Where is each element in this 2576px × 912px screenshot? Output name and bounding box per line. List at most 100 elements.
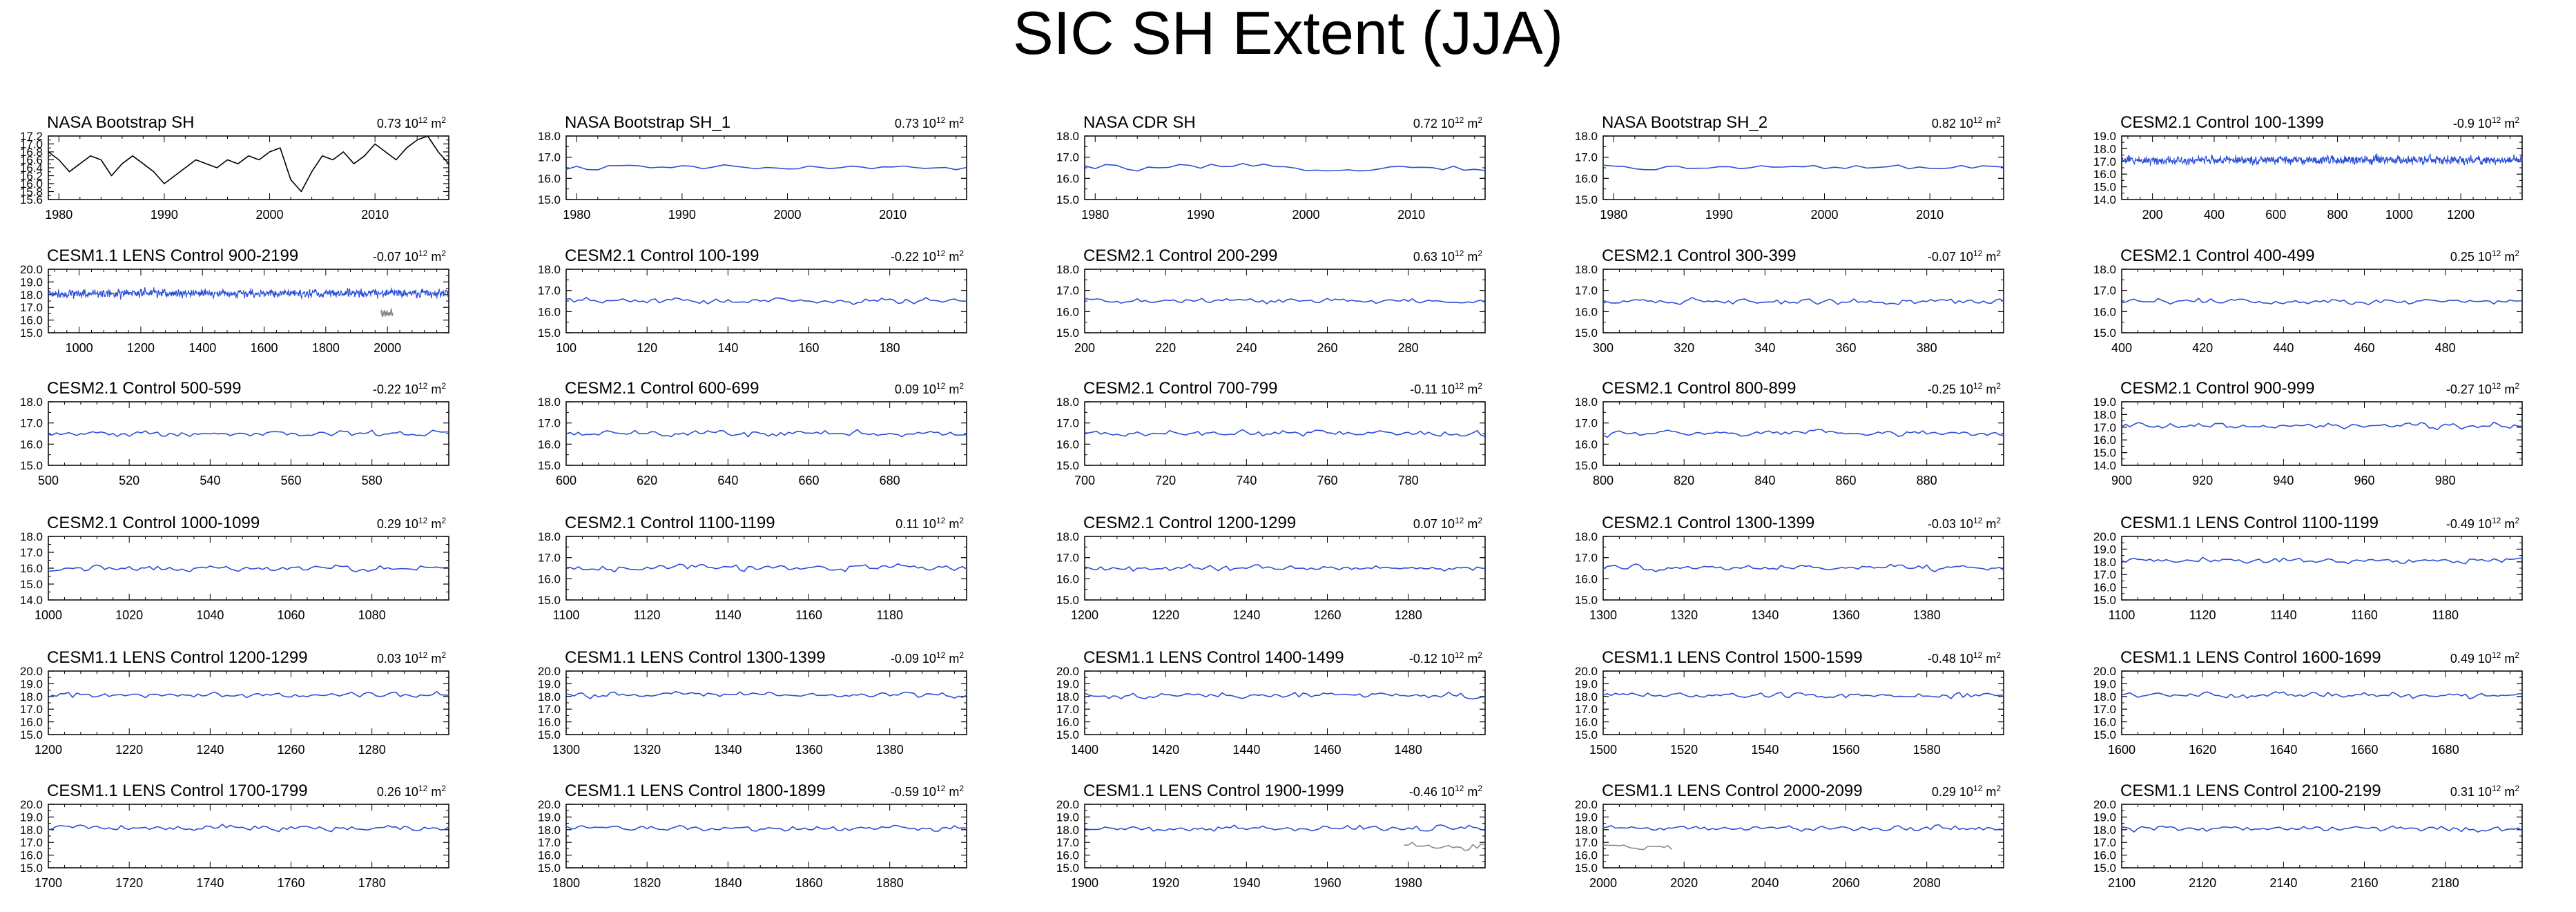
series-line [1602, 297, 2004, 305]
y-tick-label: 15.0 [20, 327, 43, 340]
panel-2: NASA Bootstrap SH_1 0.73 1012 m2 18.0 17.0 1… [538, 113, 967, 222]
trend-label: -0.48 1012 m2 [1928, 650, 2001, 666]
x-tick-label: 2100 [2108, 876, 2136, 890]
y-tick-label: 15.0 [2093, 862, 2116, 875]
plot-frame [1602, 401, 2004, 466]
x-tick-label: 1140 [715, 608, 742, 622]
x-tick-label: 1220 [1152, 608, 1179, 622]
y-tick-label: 20.0 [2093, 530, 2116, 543]
x-tick-label: 1700 [35, 876, 62, 890]
y-tick-label: 18.0 [2093, 556, 2116, 569]
y-tick-label: 17.0 [20, 703, 43, 716]
y-tick-label: 18.0 [2093, 263, 2116, 276]
y-tick-label: 17.0 [538, 836, 561, 849]
y-tick-label: 17.0 [1575, 703, 1598, 716]
y-tick-label: 15.0 [20, 862, 43, 875]
y-tick-label: 16.0 [20, 716, 43, 729]
panel-25: CESM1.1 LENS Control 1600-1699 0.49 1012 … [2093, 648, 2523, 757]
panel-title: NASA Bootstrap SH [47, 113, 194, 132]
x-tick-label: 940 [2273, 474, 2294, 487]
y-tick-label: 19.0 [2093, 811, 2116, 824]
x-tick-label: 1980 [1395, 876, 1422, 890]
x-tick-label: 2000 [774, 208, 802, 222]
x-tick-label: 1460 [1313, 743, 1341, 757]
y-tick-label: 15.6 [20, 193, 43, 206]
panel-title: CESM1.1 LENS Control 1500-1599 [1602, 648, 1863, 667]
series-line [380, 308, 394, 318]
y-tick-label: 16.2 [20, 170, 43, 183]
y-tick-label: 17.0 [2093, 421, 2116, 434]
plot-frame [565, 804, 967, 869]
y-tick-label: 18.0 [20, 824, 43, 837]
x-tick-label: 1400 [188, 341, 216, 355]
y-tick-label: 17.2 [20, 130, 43, 143]
y-tick-label: 20.0 [1575, 665, 1598, 678]
x-tick-label: 1920 [1152, 876, 1179, 890]
x-tick-label: 1600 [251, 341, 278, 355]
x-tick-label: 900 [2111, 474, 2132, 487]
y-tick-label: 16.0 [1575, 572, 1598, 585]
x-tick-label: 1990 [1705, 208, 1733, 222]
series-line [1084, 163, 1486, 172]
y-tick-label: 17.0 [20, 138, 43, 151]
series-line [48, 691, 449, 699]
trend-label: 0.82 1012 m2 [1932, 115, 2001, 130]
x-tick-label: 800 [1593, 474, 1614, 487]
x-tick-label: 2060 [1832, 876, 1859, 890]
plot-frame [48, 804, 449, 869]
y-tick-label: 16.0 [2093, 305, 2116, 318]
trend-label: 0.03 1012 m2 [377, 650, 446, 666]
y-tick-label: 16.0 [2093, 581, 2116, 594]
y-tick-label: 15.0 [1575, 193, 1598, 206]
panel-title: CESM1.1 LENS Control 1100-1199 [2120, 514, 2379, 532]
y-tick-label: 15.0 [1056, 862, 1079, 875]
x-tick-label: 1320 [633, 743, 661, 757]
x-tick-label: 2000 [1292, 208, 1320, 222]
y-tick-label: 18.0 [20, 690, 43, 704]
panel-title: CESM2.1 Control 100-1399 [2120, 113, 2324, 132]
series-line [1084, 298, 1486, 304]
y-tick-label: 15.8 [20, 186, 43, 199]
y-tick-label: 16.0 [20, 314, 43, 327]
x-tick-label: 1600 [2108, 743, 2136, 757]
x-tick-label: 440 [2273, 341, 2294, 355]
x-tick-label: 1200 [127, 341, 155, 355]
x-tick-label: 1480 [1395, 743, 1422, 757]
x-tick-label: 1990 [151, 208, 178, 222]
panel-title: CESM2.1 Control 1200-1299 [1083, 514, 1296, 532]
y-tick-label: 16.0 [20, 562, 43, 575]
panel-title: CESM1.1 LENS Control 1700-1799 [47, 782, 308, 800]
plot-frame [1602, 804, 2004, 869]
panel-19: CESM2.1 Control 1300-1399 -0.03 1012 m2 18… [1575, 514, 2004, 622]
x-tick-label: 1100 [2109, 608, 2136, 622]
x-tick-label: 1800 [312, 341, 340, 355]
plot-frame [48, 670, 449, 735]
y-tick-label: 18.0 [538, 396, 561, 409]
x-tick-label: 600 [556, 474, 577, 487]
x-tick-label: 1990 [668, 208, 696, 222]
series-line [2121, 825, 2523, 833]
series-line [1602, 692, 2004, 699]
y-tick-label: 18.0 [538, 263, 561, 276]
panel-7: CESM2.1 Control 100-199 -0.22 1012 m2 18.0… [538, 246, 967, 355]
trend-label: -0.25 1012 m2 [1928, 381, 2001, 396]
y-tick-label: 16.0 [1575, 438, 1598, 451]
series-line [2121, 421, 2523, 431]
x-tick-label: 200 [1074, 341, 1095, 355]
panel-title: CESM1.1 LENS Control 2000-2099 [1602, 782, 1863, 800]
trend-label: -0.12 1012 m2 [1409, 650, 1482, 666]
y-tick-label: 17.0 [1575, 151, 1598, 164]
panel-8: CESM2.1 Control 200-299 0.63 1012 m2 18.0 1… [1056, 246, 1486, 355]
x-tick-label: 1240 [1232, 608, 1260, 622]
x-tick-label: 1160 [795, 608, 822, 622]
x-tick-label: 120 [637, 341, 657, 355]
x-tick-label: 1380 [876, 743, 904, 757]
x-tick-label: 720 [1155, 474, 1176, 487]
panel-title: CESM2.1 Control 900-999 [2120, 379, 2314, 398]
y-tick-label: 19.0 [2093, 130, 2116, 143]
x-tick-label: 1180 [2432, 608, 2459, 622]
panel-title: NASA Bootstrap SH_1 [565, 113, 730, 132]
y-tick-label: 18.0 [538, 530, 561, 543]
x-tick-label: 1300 [1589, 608, 1617, 622]
y-tick-label: 20.0 [1056, 798, 1079, 811]
